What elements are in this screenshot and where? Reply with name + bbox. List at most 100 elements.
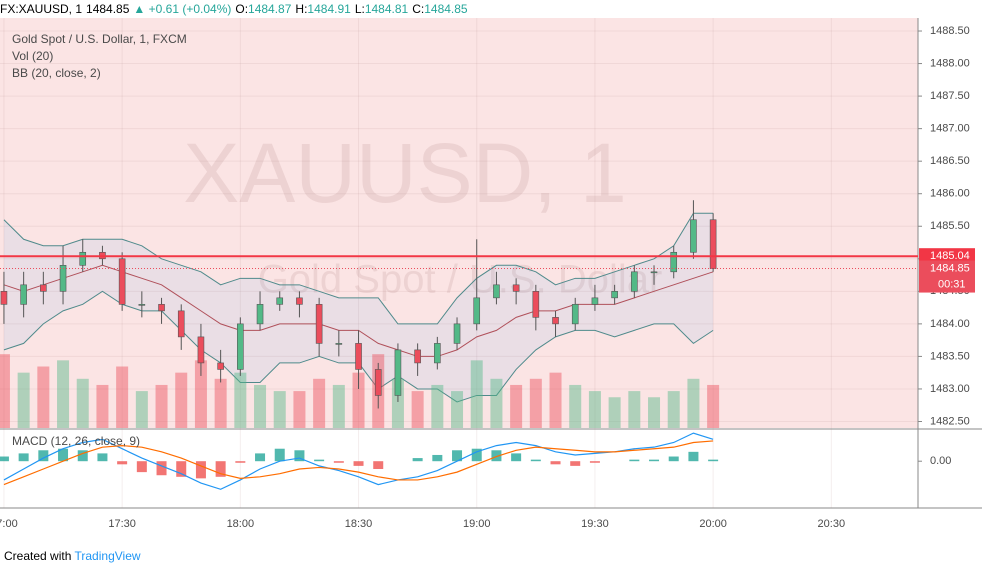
- x-tick-label: 19:30: [581, 518, 609, 530]
- x-tick-label: 19:00: [463, 518, 491, 530]
- volume-bar: [510, 384, 523, 428]
- volume-bar: [569, 384, 582, 428]
- macd-hist: [688, 451, 699, 462]
- candle-body: [20, 284, 27, 305]
- macd-hist: [471, 448, 482, 462]
- candle-body: [493, 284, 500, 299]
- candle-body: [670, 251, 678, 273]
- candle-body: [158, 304, 165, 312]
- x-tick-label: 17:00: [0, 518, 18, 530]
- symbol: FX:XAUUSD, 1: [0, 2, 83, 16]
- candle-body: [138, 304, 146, 306]
- volume-bar: [529, 378, 542, 428]
- candle-body: [709, 219, 717, 269]
- y2-tick-label: 0.00: [930, 455, 951, 467]
- volume-bar: [667, 391, 680, 428]
- volume-label: Vol (20): [12, 49, 53, 63]
- macd-hist: [511, 453, 522, 462]
- o-label: O:: [235, 2, 249, 16]
- volume-bar: [234, 372, 247, 428]
- macd-hist: [491, 450, 502, 462]
- candle-body: [256, 304, 264, 325]
- macd-pane: [0, 430, 918, 508]
- macd-hist: [373, 461, 384, 469]
- l-label: L:: [354, 2, 365, 16]
- last-price-label: 1484.85: [930, 262, 970, 274]
- brand[interactable]: TradingView: [74, 549, 141, 563]
- candle-body: [473, 297, 481, 325]
- volume-bar: [490, 378, 503, 428]
- candle-body: [237, 323, 244, 370]
- h-label: H:: [295, 2, 308, 16]
- volume-bar: [254, 384, 267, 428]
- volume-bar: [57, 360, 70, 428]
- candle-body: [296, 297, 303, 305]
- close: 1484.85: [424, 2, 468, 16]
- candle-body: [355, 343, 362, 370]
- candle-body: [571, 304, 579, 325]
- macd-hist: [18, 453, 29, 462]
- volume-bar: [194, 360, 207, 428]
- volume-bar: [76, 378, 89, 428]
- volume-bar: [431, 384, 444, 428]
- candle-body: [631, 271, 638, 292]
- macd-line: [3, 432, 714, 490]
- volume-bar: [175, 372, 188, 428]
- y-tick-label: 1486.00: [930, 188, 970, 200]
- macd-hist: [38, 450, 49, 462]
- macd-hist: [629, 459, 640, 462]
- macd-label: MACD (12, 26, close, 9): [12, 434, 140, 448]
- volume-bar: [293, 391, 306, 428]
- volume-bar: [116, 366, 129, 428]
- macd-hist: [314, 459, 325, 462]
- macd-hist: [176, 461, 187, 477]
- volume-bar: [37, 366, 50, 428]
- volume-bar: [628, 391, 641, 428]
- macd-hist: [668, 456, 679, 462]
- macd-hist: [0, 456, 9, 462]
- low: 1484.81: [364, 2, 409, 16]
- volume-bar: [588, 391, 601, 428]
- volume-bar: [470, 360, 483, 428]
- volume-bar: [214, 378, 227, 428]
- candle-body: [552, 317, 559, 325]
- macd-hist: [77, 450, 88, 462]
- bb-upper: [3, 212, 714, 325]
- macd-hist: [550, 461, 561, 465]
- y-tick-label: 1482.50: [930, 415, 970, 427]
- header: FX:XAUUSD, 1 1484.85 ▲ +0.61 (+0.04%) O:148…: [0, 0, 982, 18]
- macd-hist: [708, 459, 719, 462]
- last-price: 1484.85: [86, 2, 130, 16]
- x-tick-label: 20:00: [699, 518, 727, 530]
- macd-hist: [294, 450, 305, 462]
- volume-bar: [411, 391, 424, 428]
- price-tag-label: 1485.04: [930, 250, 970, 262]
- created-with: Created with: [4, 549, 72, 563]
- macd-hist: [58, 448, 69, 462]
- macd-hist: [156, 461, 167, 476]
- volume-bar: [273, 391, 286, 428]
- candle-body: [453, 323, 461, 344]
- candle-body: [197, 336, 205, 364]
- macd-hist: [452, 450, 463, 462]
- candle-body: [591, 297, 599, 305]
- macd-hist: [530, 459, 541, 462]
- candle-body: [177, 310, 185, 338]
- y-tick-label: 1487.50: [930, 90, 970, 102]
- candle-body: [414, 349, 421, 364]
- candle-body: [512, 284, 520, 292]
- macd-hist: [432, 454, 443, 462]
- y-tick-label: 1484.00: [930, 318, 970, 330]
- candle-body: [0, 291, 8, 305]
- macd-hist: [333, 461, 344, 463]
- candle-body: [532, 291, 540, 318]
- candle-body: [611, 291, 618, 299]
- change: ▲ +0.61 (+0.04%): [133, 2, 232, 16]
- candle-body: [315, 304, 323, 344]
- macd-hist: [570, 461, 581, 466]
- y-tick-label: 1483.50: [930, 350, 970, 362]
- y-tick-label: 1485.50: [930, 220, 970, 232]
- volume-bar: [96, 384, 109, 428]
- candle-body: [335, 343, 343, 345]
